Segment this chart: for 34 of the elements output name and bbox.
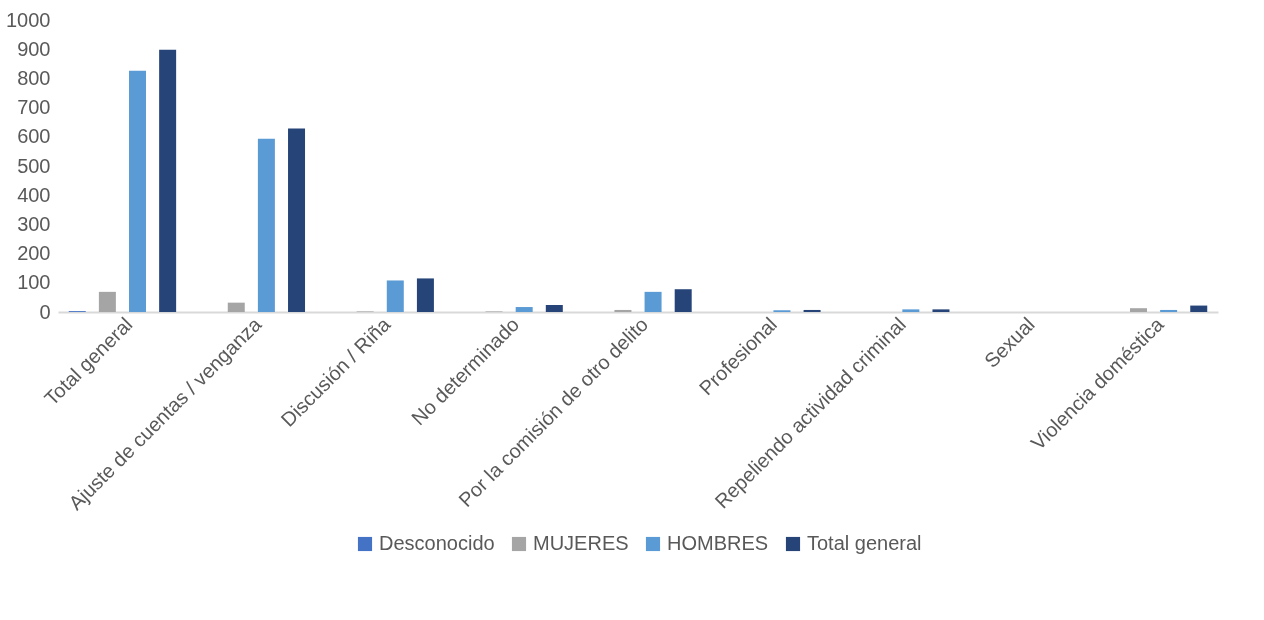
legend-label: Total general	[807, 532, 922, 554]
y-tick-label: 300	[17, 212, 51, 235]
bar	[902, 309, 920, 312]
bar	[257, 138, 275, 312]
y-tick-label: 400	[17, 183, 51, 206]
bar	[545, 304, 563, 312]
bar	[803, 309, 821, 312]
y-tick-label: 1000	[6, 8, 51, 31]
y-tick-label: 100	[17, 271, 51, 294]
bar	[129, 70, 147, 312]
legend-label: Desconocido	[379, 532, 495, 554]
bar	[644, 291, 662, 312]
y-tick-label: 700	[17, 96, 51, 119]
bar	[227, 302, 245, 312]
bar	[515, 307, 533, 312]
bar	[614, 309, 632, 312]
bar	[1190, 305, 1208, 312]
y-tick-label: 500	[17, 154, 51, 177]
y-tick-label: 0	[39, 300, 51, 323]
y-tick-label: 200	[17, 242, 51, 265]
bar	[1160, 309, 1178, 312]
legend-label: HOMBRES	[667, 532, 769, 554]
y-tick-label: 900	[17, 37, 51, 60]
bar	[674, 289, 692, 312]
bar	[932, 309, 950, 312]
bar	[159, 49, 177, 312]
bar	[416, 278, 434, 312]
legend-label: MUJERES	[533, 532, 629, 554]
bar	[288, 128, 306, 312]
bar	[98, 291, 116, 312]
bar	[1129, 308, 1147, 312]
bar	[386, 280, 404, 312]
y-tick-label: 600	[17, 125, 51, 148]
y-tick-label: 800	[17, 66, 51, 89]
